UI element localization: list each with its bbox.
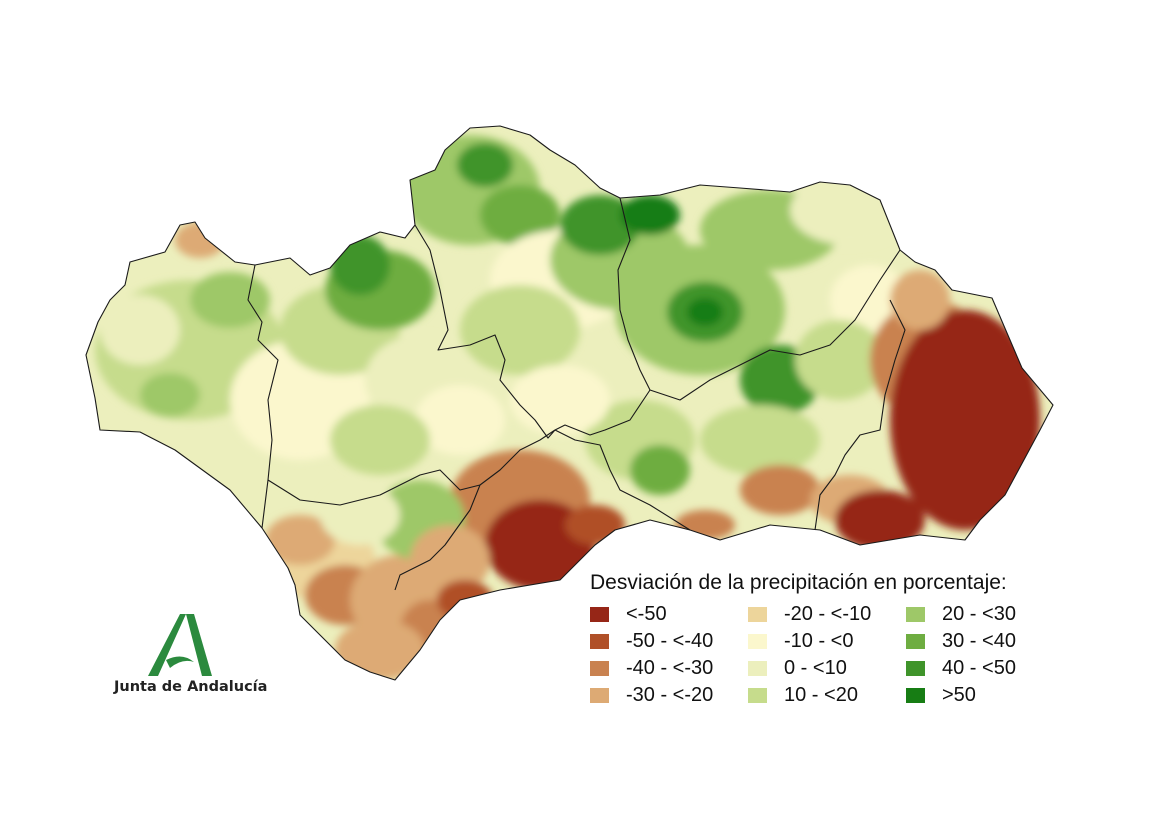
legend-swatch	[590, 688, 609, 703]
field-patch	[415, 385, 505, 455]
legend-label: 40 - <50	[942, 657, 1016, 679]
region-outline	[85, 125, 1054, 681]
legend-swatch	[748, 607, 767, 622]
legend-label: -20 - <-10	[784, 603, 872, 625]
province-borders	[85, 125, 1054, 681]
border-huelva-sevilla	[247, 264, 279, 529]
field-patch	[460, 285, 580, 375]
logo-a-right	[186, 614, 212, 676]
field-patch	[700, 405, 820, 475]
field-patch	[890, 270, 950, 330]
border-malaga-granada	[554, 429, 691, 531]
border-cordoba-granada	[554, 389, 651, 436]
field-patch	[480, 185, 560, 245]
junta-logo-mark	[148, 614, 212, 676]
logo-a-left	[148, 614, 186, 676]
field-patch	[740, 465, 820, 515]
legend-item: 40 - <50	[906, 655, 1016, 682]
border-granada-almeria	[814, 299, 906, 531]
legend-item: 30 - <40	[906, 628, 1016, 655]
junta-de-andalucia-logo: Junta de Andalucía	[108, 612, 268, 702]
legend-label: 30 - <40	[942, 630, 1016, 652]
legend-item: 20 - <30	[906, 601, 1016, 628]
legend-item: 0 - <10	[748, 655, 847, 682]
legend-item: -50 - <-40	[590, 628, 713, 655]
field-patch	[620, 195, 680, 235]
logo-a-swoosh	[166, 656, 194, 668]
legend-swatch	[748, 634, 767, 649]
field-patch	[630, 445, 690, 495]
field-patch	[335, 620, 425, 680]
border-sevilla-cadiz	[267, 469, 481, 506]
field-patch	[330, 405, 430, 475]
field-patch	[330, 235, 390, 295]
field-patch	[835, 490, 925, 550]
legend-label: -30 - <-20	[626, 684, 714, 706]
legend-label: 20 - <30	[942, 603, 1016, 625]
legend-swatch	[748, 688, 767, 703]
field-patch	[510, 365, 610, 435]
field-patch	[140, 373, 200, 417]
field-patch	[320, 485, 400, 545]
border-sevilla-cordoba	[414, 224, 556, 439]
legend-swatch	[906, 607, 925, 622]
logo-text: Junta de Andalucía	[114, 679, 268, 695]
legend-label: >50	[942, 684, 976, 706]
legend-label: 10 - <20	[784, 684, 858, 706]
legend-label: -50 - <-40	[626, 630, 714, 652]
legend-swatch	[906, 634, 925, 649]
field-patch	[890, 310, 1040, 530]
border-cordoba-jaen	[617, 197, 651, 391]
field-patch	[410, 525, 490, 595]
legend-item: -30 - <-20	[590, 682, 713, 709]
border-cordoba-malaga	[479, 429, 556, 486]
field-patch	[457, 143, 513, 187]
field-patch	[565, 505, 625, 545]
legend-item: <-50	[590, 601, 667, 628]
field-patch	[560, 195, 640, 255]
field-patch	[175, 222, 225, 258]
legend-item: 10 - <20	[748, 682, 858, 709]
field-patch	[687, 298, 723, 326]
legend-swatch	[590, 607, 609, 622]
legend-swatch	[906, 661, 925, 676]
field-patch	[265, 515, 335, 565]
field-patch	[190, 272, 270, 328]
legend-title: Desviación de la precipitación en porcen…	[590, 571, 1007, 594]
field-patch	[795, 320, 885, 400]
legend-swatch	[906, 688, 925, 703]
legend-label: <-50	[626, 603, 667, 625]
legend-swatch	[590, 661, 609, 676]
field-patch	[100, 295, 180, 365]
legend-swatch	[590, 634, 609, 649]
legend-item: -20 - <-10	[748, 601, 871, 628]
border-cadiz-malaga	[394, 484, 481, 591]
legend-label: 0 - <10	[784, 657, 847, 679]
legend-label: -40 - <-30	[626, 657, 714, 679]
legend-item: >50	[906, 682, 976, 709]
legend-grid: <-50 -50 - <-40 -40 - <-30 -30 - <-20 -20 - …	[590, 601, 1060, 713]
legend-swatch	[748, 661, 767, 676]
field-patches	[95, 135, 1040, 680]
legend-item: -10 - <0	[748, 628, 853, 655]
map-legend: Desviación de la precipitación en porcen…	[590, 571, 1060, 713]
legend-item: -40 - <-30	[590, 655, 713, 682]
legend-label: -10 - <0	[784, 630, 854, 652]
border-jaen-granada	[649, 249, 901, 401]
